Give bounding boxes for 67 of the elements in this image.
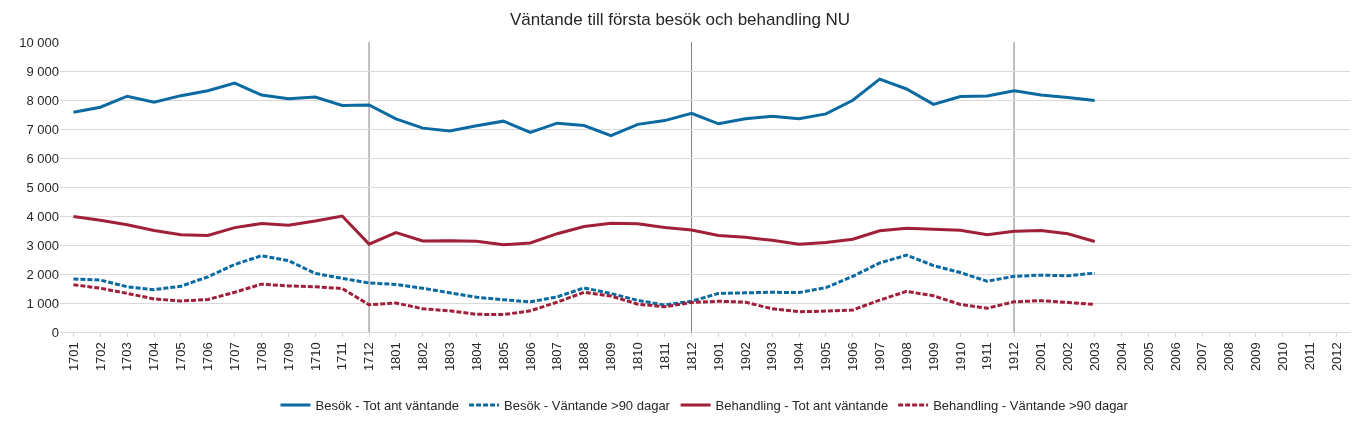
chart-title: Väntande till första besök och behandling NU	[509, 9, 851, 29]
x-tick-label: 1903	[764, 342, 780, 372]
y-tick-label: 7 000	[26, 121, 59, 137]
y-tick-label: 1 000	[26, 295, 59, 311]
y-tick-label: 0	[51, 324, 59, 340]
line-series	[71, 77, 1097, 138]
legend-label: Besök - Väntande >90 dagar	[504, 398, 671, 414]
x-tick-label: 1710	[307, 342, 323, 372]
x-tick-label: 1711	[334, 342, 350, 371]
x-tick-label: 1809	[603, 342, 619, 372]
x-tick-label: 1804	[468, 342, 484, 372]
x-tick-label: 1908	[898, 342, 914, 372]
x-tick-label: 1709	[280, 342, 296, 372]
x-tick-label: 2002	[1060, 342, 1076, 372]
x-tick-label: 2010	[1275, 342, 1291, 372]
y-tick-label: 2 000	[26, 266, 59, 282]
x-tick-label: 2012	[1328, 342, 1344, 372]
x-tick-label: 1901	[710, 342, 726, 372]
x-tick-label: 2008	[1221, 342, 1237, 372]
x-tick-label: 1904	[791, 342, 807, 372]
x-tick-label: 1910	[952, 342, 968, 372]
y-tick-label: 4 000	[26, 208, 59, 224]
x-tick-label: 1802	[415, 342, 431, 372]
x-tick-label: 1705	[173, 342, 189, 372]
legend-label: Behandling - Väntande >90 dagar	[933, 398, 1129, 414]
x-tick-label: 2003	[1086, 342, 1102, 372]
x-tick-label: 1812	[683, 342, 699, 372]
x-tick-label: 1703	[119, 342, 135, 372]
x-tick-label: 1805	[495, 342, 511, 372]
x-tick-label: 1707	[226, 342, 242, 372]
x-tick-label: 1906	[845, 342, 861, 372]
legend-label: Besök - Tot ant väntande	[315, 398, 460, 414]
line-series	[71, 214, 1097, 247]
x-tick-label: 1911	[979, 342, 995, 371]
legend-label: Behandling - Tot ant väntande	[715, 398, 889, 414]
x-tick-label: 1810	[630, 342, 646, 372]
x-tick-label: 1912	[1006, 342, 1022, 372]
y-tick-label: 10 000	[19, 34, 59, 50]
x-tick-label: 1708	[253, 342, 269, 372]
y-tick-label: 5 000	[26, 179, 59, 195]
x-tick-label: 1803	[441, 342, 457, 372]
x-tick-label: 1902	[737, 342, 753, 372]
x-tick-label: 2004	[1113, 342, 1129, 372]
y-tick-label: 9 000	[26, 63, 59, 79]
x-tick-label: 2007	[1194, 342, 1210, 372]
x-tick-label: 2011	[1301, 342, 1317, 371]
x-tick-label: 1808	[576, 342, 592, 372]
line-series	[71, 253, 1097, 307]
y-tick-label: 3 000	[26, 237, 59, 253]
x-tick-label: 1801	[388, 342, 404, 372]
x-tick-label: 1806	[522, 342, 538, 372]
x-tick-label: 1907	[871, 342, 887, 372]
x-tick-label: 1701	[65, 342, 81, 372]
x-tick-label: 1905	[818, 342, 834, 372]
x-tick-label: 1706	[200, 342, 216, 372]
x-tick-label: 1704	[146, 342, 162, 372]
y-tick-label: 6 000	[26, 150, 59, 166]
x-tick-label: 1807	[549, 342, 565, 372]
x-tick-label: 2001	[1033, 342, 1049, 372]
x-tick-label: 2006	[1167, 342, 1183, 372]
x-tick-label: 1712	[361, 342, 377, 372]
x-tick-label: 2005	[1140, 342, 1156, 372]
x-tick-label: 2009	[1248, 342, 1264, 372]
x-tick-label: 1811	[656, 342, 672, 371]
y-tick-label: 8 000	[26, 92, 59, 108]
x-tick-label: 1909	[925, 342, 941, 372]
x-tick-label: 1702	[92, 342, 108, 372]
